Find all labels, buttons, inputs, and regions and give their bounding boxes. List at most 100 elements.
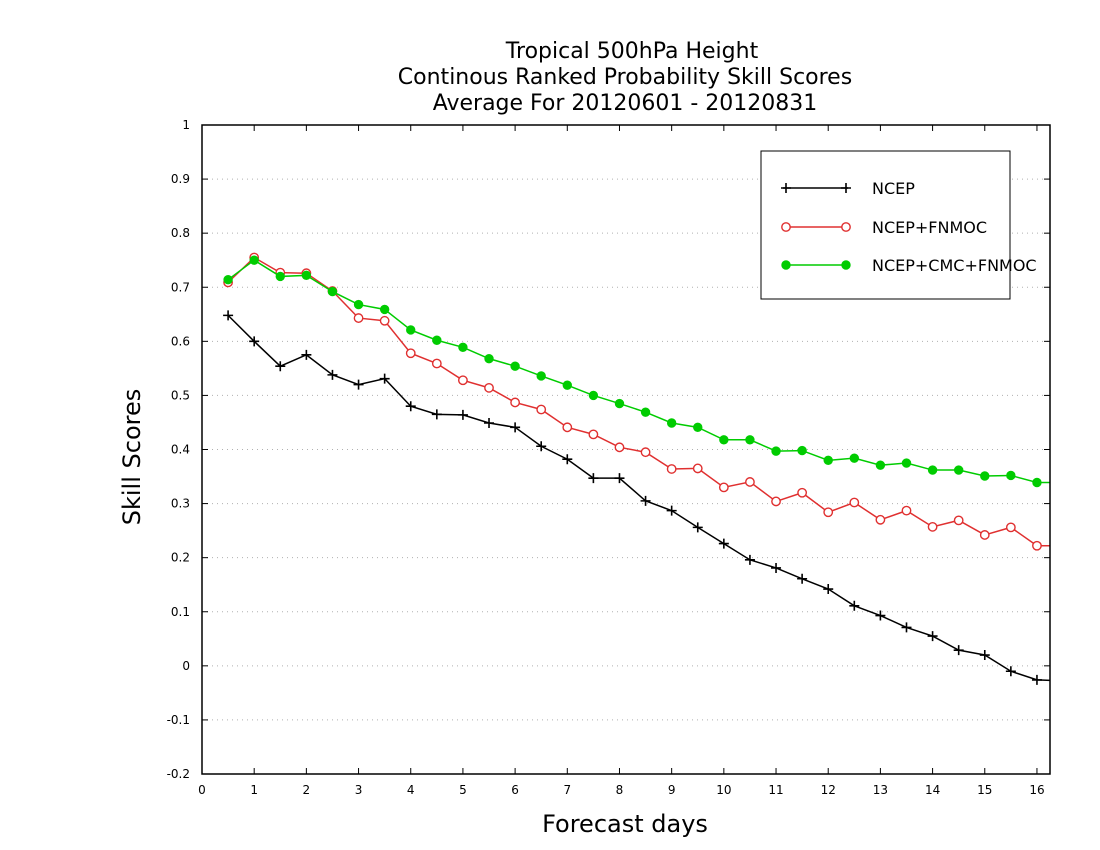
- data-point: [901, 505, 912, 516]
- data-point: [823, 507, 834, 518]
- y-tick-label: 0.6: [171, 334, 190, 348]
- data-point: [823, 455, 833, 466]
- legend-label: NCEP: [872, 179, 915, 198]
- data-point: [458, 342, 468, 352]
- data-point: [327, 286, 338, 297]
- data-point: [379, 315, 390, 326]
- data-point: [953, 465, 964, 475]
- data-point: [927, 521, 938, 532]
- data-point: [823, 584, 834, 595]
- data-point: [353, 313, 364, 323]
- y-axis-ticks: -0.2 -0.1 0 0.1 0.2 0.3 0.4 0.5 0.6 0.7 0.8 0.9 1: [167, 118, 1050, 781]
- data-point: [510, 361, 520, 371]
- data-point: [979, 650, 990, 661]
- x-tick-label: 14: [925, 783, 940, 797]
- data-point: [588, 429, 599, 440]
- y-tick-label: 0.4: [171, 443, 190, 457]
- title-line-2: Continous Ranked Probability Skill Score…: [398, 65, 852, 90]
- x-tick-label: 8: [616, 783, 624, 797]
- legend-marker: [841, 260, 851, 270]
- data-point: [719, 435, 729, 445]
- data-point: [614, 473, 625, 484]
- x-tick-label: 6: [511, 783, 519, 797]
- y-tick-label: 0.2: [171, 551, 190, 565]
- data-point: [901, 458, 912, 468]
- legend-marker: [781, 222, 791, 232]
- y-axis-label: Skill Scores: [118, 389, 146, 526]
- data-point: [457, 409, 468, 420]
- data-point: [1006, 470, 1016, 481]
- data-point: [379, 373, 390, 384]
- x-tick-label: 11: [768, 783, 783, 797]
- y-tick-label: 0.5: [171, 388, 190, 402]
- series-lines: [223, 252, 1051, 685]
- data-point: [223, 274, 233, 285]
- data-point: [797, 487, 808, 498]
- legend-marker: [781, 260, 791, 270]
- data-point: [927, 631, 938, 642]
- data-point: [223, 310, 234, 321]
- y-tick-label: 0: [182, 659, 190, 673]
- data-point: [1032, 540, 1042, 551]
- x-tick-label: 5: [459, 783, 467, 797]
- x-tick-label: 1: [250, 783, 258, 797]
- x-tick-label: 9: [668, 783, 676, 797]
- data-point: [562, 380, 572, 390]
- data-point: [432, 335, 442, 345]
- data-point: [744, 554, 755, 565]
- data-point: [458, 375, 468, 386]
- data-point: [1032, 477, 1042, 488]
- data-point: [1005, 666, 1016, 677]
- data-point: [875, 460, 886, 470]
- data-point: [275, 361, 286, 372]
- chart-title: Tropical 500hPa Height Continous Ranked …: [398, 39, 852, 116]
- legend-label: NCEP+CMC+FNMOC: [872, 256, 1037, 275]
- data-point: [275, 271, 285, 282]
- title-line-1: Tropical 500hPa Height: [505, 39, 759, 64]
- legend-marker: [841, 222, 851, 232]
- data-point: [953, 645, 964, 656]
- y-tick-label: 1: [182, 118, 190, 132]
- data-point: [718, 538, 729, 549]
- data-point: [849, 497, 860, 508]
- data-point: [1005, 522, 1016, 533]
- data-point: [901, 622, 912, 633]
- y-tick-label: 0.7: [171, 280, 190, 294]
- data-point: [693, 422, 703, 433]
- data-point: [562, 454, 573, 465]
- data-point: [771, 496, 781, 507]
- data-point: [875, 610, 886, 621]
- series-ncep-fnmoc: [223, 252, 1050, 551]
- x-tick-label: 7: [563, 783, 571, 797]
- data-point: [431, 409, 442, 420]
- legend-item: NCEP+FNMOC: [781, 218, 987, 237]
- data-point: [301, 349, 312, 360]
- data-point: [1031, 674, 1042, 685]
- data-point: [353, 299, 364, 310]
- data-point: [536, 371, 546, 381]
- y-tick-label: -0.2: [167, 767, 190, 781]
- data-point: [431, 358, 442, 369]
- data-point: [301, 270, 312, 281]
- x-tick-label: 2: [303, 783, 311, 797]
- legend-box: [760, 150, 1011, 300]
- x-tick-label: 3: [355, 783, 363, 797]
- y-tick-label: 0.3: [171, 497, 190, 511]
- data-point: [536, 404, 547, 415]
- data-point: [953, 515, 964, 526]
- data-point: [327, 369, 338, 380]
- data-point: [484, 353, 494, 364]
- data-point: [640, 447, 651, 458]
- y-tick-label: 0.8: [171, 226, 190, 240]
- legend-item: NCEP+CMC+FNMOC: [781, 256, 1037, 275]
- data-point: [849, 600, 860, 611]
- series-ncep-cmc-fnmoc: [223, 255, 1050, 488]
- data-point: [927, 465, 938, 475]
- x-tick-label: 4: [407, 783, 415, 797]
- x-axis-ticks: 0 1 2 3 4 5 6 7 8 9 10 11 12 13 14 15 16: [198, 125, 1045, 797]
- data-point: [797, 573, 808, 584]
- data-point: [562, 422, 573, 433]
- data-point: [249, 336, 260, 347]
- data-point: [379, 304, 390, 315]
